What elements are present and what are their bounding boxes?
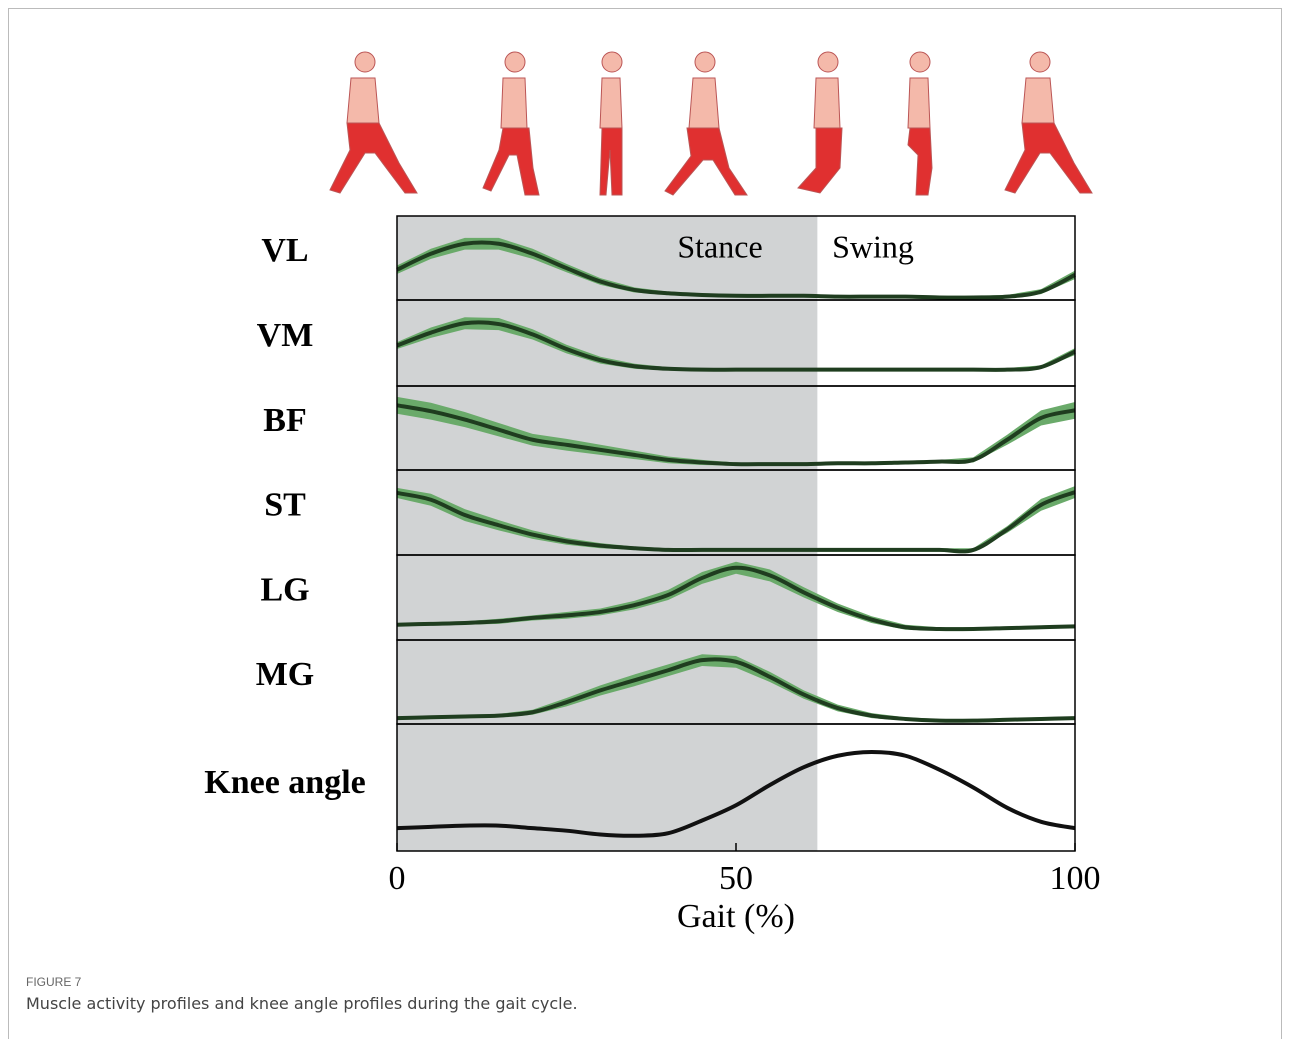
panel-label: Knee angle bbox=[204, 764, 365, 801]
figure-caption: Muscle activity profiles and knee angle … bbox=[26, 994, 578, 1013]
page: Stance Swing VL VM BF ST LG MG Knee angle 0 50 100 G… bbox=[0, 0, 1292, 1039]
panel-label: VM bbox=[257, 317, 314, 354]
stance-shading bbox=[397, 216, 817, 851]
x-tick-label: 0 bbox=[389, 860, 406, 897]
x-tick-label: 100 bbox=[1050, 860, 1101, 897]
x-axis-label: Gait (%) bbox=[677, 898, 795, 935]
panel-label: BF bbox=[263, 402, 306, 439]
figure-label: FIGURE 7 bbox=[26, 975, 81, 989]
phase-label: Stance bbox=[677, 228, 762, 264]
chart: Stance Swing VL VM BF ST LG MG Knee angle 0 50 100 G… bbox=[0, 0, 1292, 960]
phase-label: Swing bbox=[832, 228, 914, 264]
panel-label: ST bbox=[264, 486, 306, 523]
walker-icons bbox=[330, 52, 1092, 195]
panel-label: LG bbox=[260, 571, 309, 608]
panel-label: MG bbox=[256, 656, 315, 693]
panel-label: VL bbox=[261, 232, 308, 269]
x-tick-label: 50 bbox=[719, 860, 753, 897]
